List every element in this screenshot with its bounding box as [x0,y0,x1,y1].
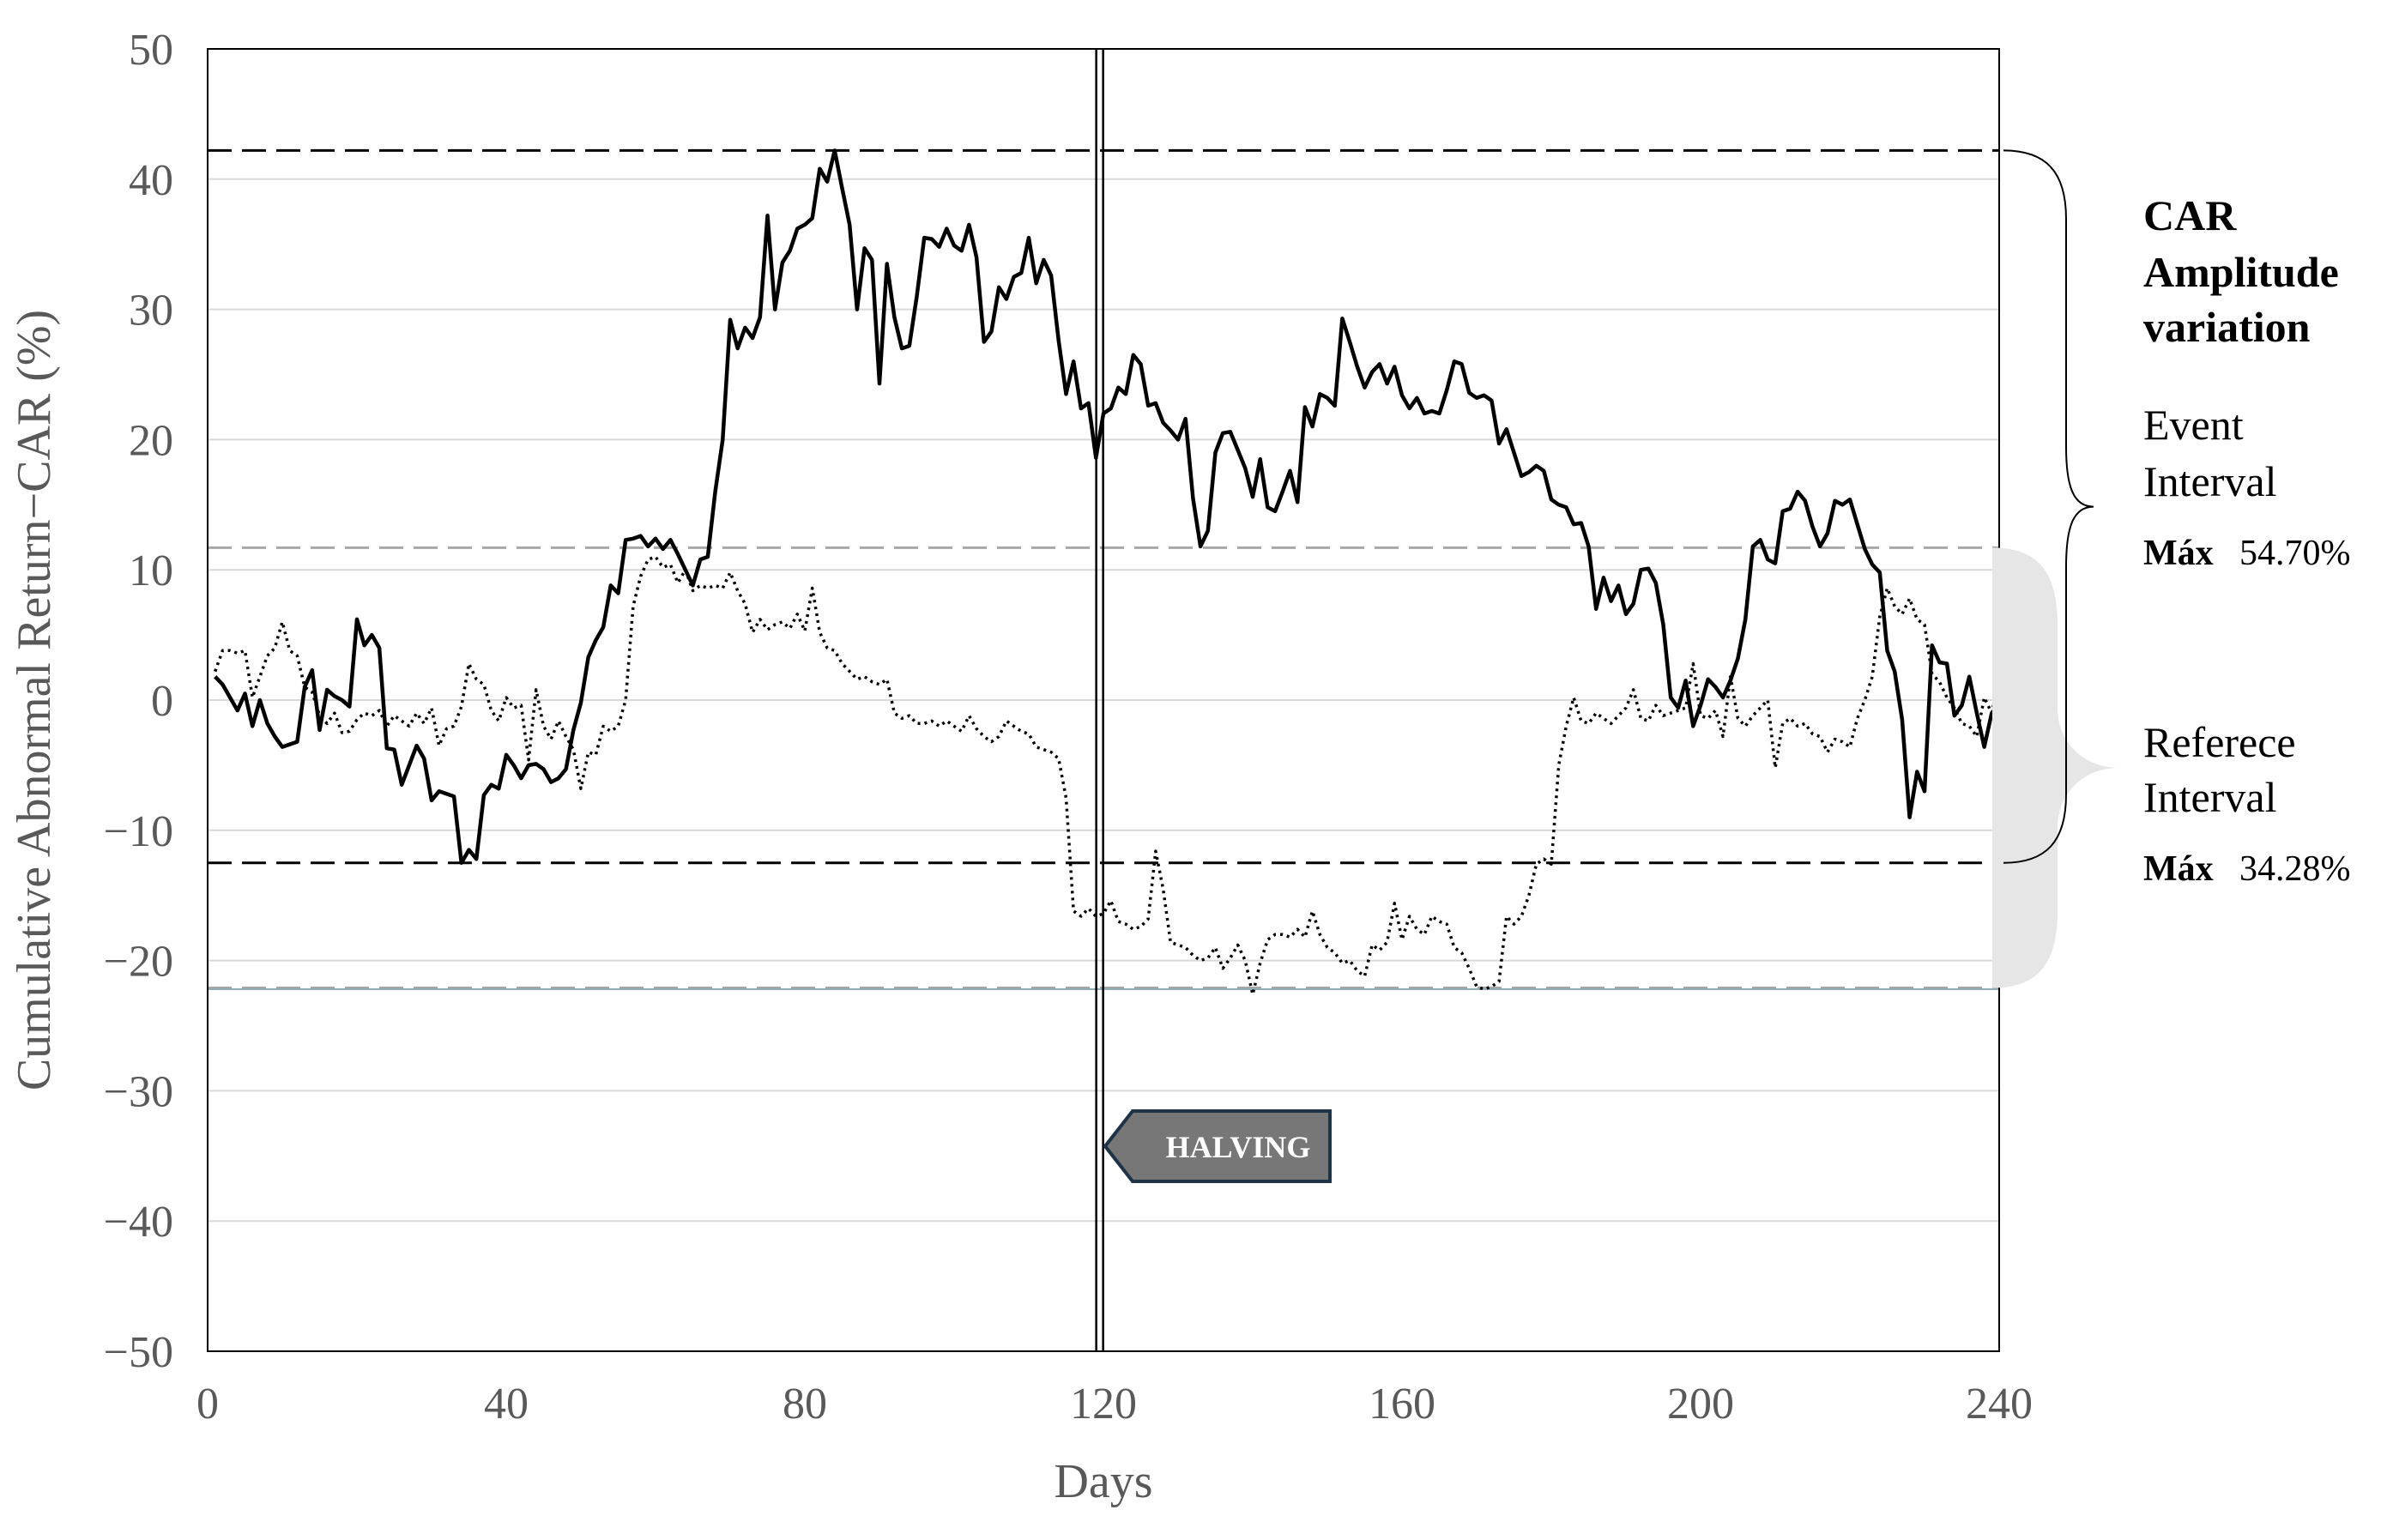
reference-interval-brace-band [1992,547,2119,988]
x-tick-label: 240 [1966,1380,2033,1428]
y-tick-label: 30 [129,287,173,335]
reference-interval-line-2: Interval [2143,773,2276,821]
event-interval-max-label: Máx [2143,534,2214,573]
y-tick-label: −40 [104,1198,173,1247]
event-interval-max-value: 54.70% [2239,534,2351,573]
x-tick-label: 120 [1070,1380,1137,1428]
y-tick-label: 50 [129,26,173,75]
x-tick-labels: 0 40 80 120 160 200 240 [196,1380,2033,1428]
y-tick-label: 10 [129,547,173,595]
event-interval-brace [2003,149,2094,864]
halving-annotation: HALVING [1103,1109,1332,1183]
event-interval-line-2: Interval [2143,457,2276,505]
x-tick-label: 160 [1369,1380,1435,1428]
series-lines [214,148,2001,996]
y-axis-title: Cumulative Abnormal Return−CAR (%) [8,310,61,1090]
x-tick-label: 200 [1667,1380,1734,1428]
y-tick-label: 0 [151,677,173,726]
side-title-line-1: CAR [2143,191,2237,239]
event-interval-line-1: Event [2143,401,2244,449]
y-tick-label: 40 [129,156,173,205]
x-axis-title: Days [1054,1455,1152,1508]
series-line-solid [214,148,2001,866]
halving-event-line [1095,49,1104,1351]
x-tick-label: 80 [783,1380,827,1428]
halving-tag-label: HALVING [1166,1130,1311,1164]
side-title-line-3: variation [2143,303,2311,351]
y-tick-label: −10 [104,807,173,856]
halving-tag-shape [1103,1109,1332,1183]
x-tick-label: 40 [484,1380,529,1428]
reference-interval-line-1: Referece [2143,718,2296,766]
y-tick-label: −20 [104,938,173,987]
y-tick-label: −30 [104,1067,173,1116]
reference-interval-max-label: Máx [2143,849,2214,889]
y-tick-label: 20 [129,416,173,465]
y-tick-labels: −50 −40 −30 −20 −10 0 10 20 30 40 50 [104,26,173,1377]
reference-interval-max-value: 34.28% [2239,849,2351,889]
side-title-line-2: Amplitude [2143,248,2339,296]
x-tick-label: 0 [196,1380,219,1428]
y-tick-label: −50 [104,1328,173,1377]
side-panel: CAR Amplitude variation Event Interval M… [1992,149,2351,988]
series-line-dotted [214,555,2001,996]
